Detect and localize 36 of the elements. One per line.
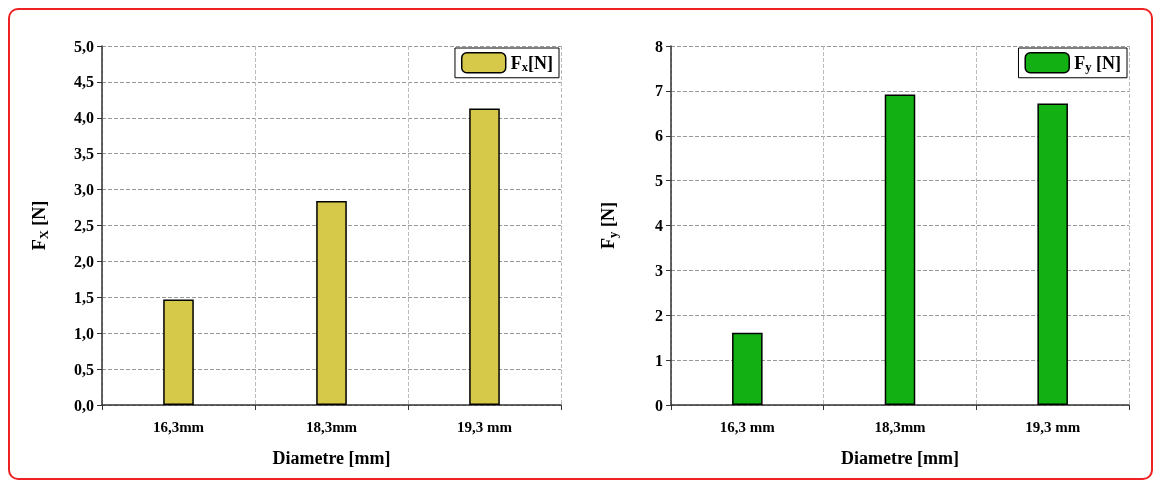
y-tick-label: 4,5 — [74, 73, 94, 91]
y-tick-label: 4,0 — [74, 109, 94, 127]
bar — [469, 108, 500, 405]
x-axis-title: Diametre [mm] — [840, 448, 960, 468]
bar — [1037, 103, 1068, 405]
y-tick-label: 7 — [655, 82, 663, 100]
y-tick-label: 2 — [655, 306, 663, 324]
y-tick-label: 0,5 — [74, 360, 94, 378]
y-axis-title: Fy [N] — [598, 202, 620, 249]
y-tick-label: 3,5 — [74, 145, 94, 163]
y-tick-label: 3 — [655, 261, 663, 279]
y-tick-label: 4 — [655, 217, 663, 234]
x-tick-label: 18,3mm — [874, 418, 927, 435]
y-tick-label: 1 — [655, 351, 663, 369]
y-tick-label: 0,0 — [74, 396, 94, 414]
y-tick-label: 0 — [655, 396, 663, 414]
y-tick-label: 5 — [655, 172, 663, 190]
bar — [163, 299, 194, 405]
bar — [316, 201, 347, 405]
x-tick-label: 19,3 mm — [1025, 418, 1081, 435]
y-axis-title: FX [N] — [29, 200, 51, 251]
y-tick-label: 6 — [655, 127, 663, 145]
y-tick-label: 1,5 — [74, 288, 94, 306]
y-tick-label: 1,0 — [74, 324, 94, 342]
y-tick-label: 8 — [655, 37, 663, 55]
x-tick-label: 16,3 mm — [719, 418, 776, 435]
bar — [732, 332, 763, 405]
y-tick-label: 2,5 — [74, 217, 94, 234]
x-tick-label: 19,3 mm — [457, 418, 513, 435]
x-tick-label: 16,3mm — [152, 418, 205, 435]
y-tick-label: 5,0 — [74, 37, 94, 55]
bar — [884, 94, 916, 405]
y-tick-label: 3,0 — [74, 181, 94, 199]
x-axis-title: Diametre [mm] — [272, 448, 391, 468]
x-tick-label: 18,3mm — [305, 418, 358, 435]
y-tick-label: 2,0 — [74, 252, 94, 270]
